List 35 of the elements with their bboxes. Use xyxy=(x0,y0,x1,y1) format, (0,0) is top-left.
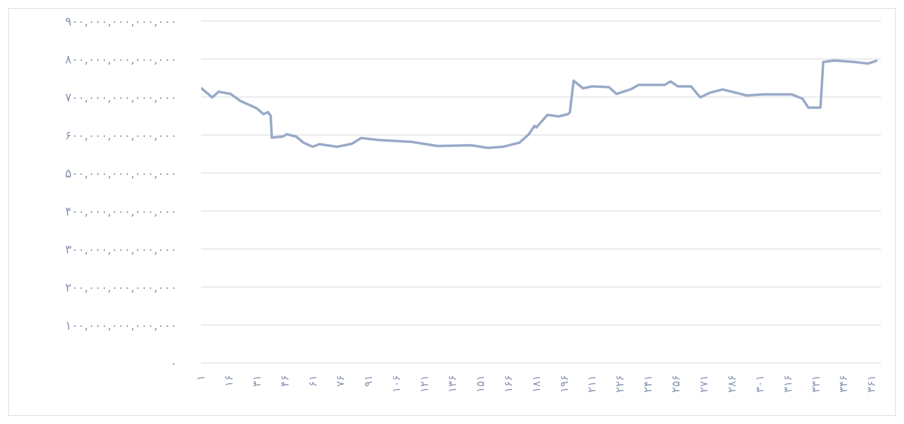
x-tick-label: ۱۸۱ xyxy=(530,375,543,393)
x-tick-label: ۹۱ xyxy=(362,375,376,387)
x-tick-label: ۲۸۶ xyxy=(725,375,738,393)
x-tick-label: ۳۳۱ xyxy=(809,375,822,393)
y-tick-label: ۰ xyxy=(170,356,177,370)
x-tick-label: ۶۱ xyxy=(306,375,320,387)
x-tick-label: ۲۵۶ xyxy=(670,375,683,393)
y-tick-label: ۳۰۰,۰۰۰,۰۰۰,۰۰۰,۰۰۰ xyxy=(65,242,177,256)
x-tick-label: ۲۷۱ xyxy=(698,375,711,393)
x-tick-label: ۱۹۶ xyxy=(558,375,571,393)
y-tick-label: ۴۰۰,۰۰۰,۰۰۰,۰۰۰,۰۰۰ xyxy=(65,204,177,218)
x-tick-label: ۱۲۱ xyxy=(418,375,432,393)
y-tick-label: ۹۰۰,۰۰۰,۰۰۰,۰۰۰,۰۰۰ xyxy=(65,14,177,28)
x-tick-label: ۱۵۱ xyxy=(474,375,487,393)
x-tick-label: ۳۰۱ xyxy=(753,375,766,393)
x-tick-label: ۱۰۶ xyxy=(390,375,404,393)
y-tick-label: ۷۰۰,۰۰۰,۰۰۰,۰۰۰,۰۰۰ xyxy=(65,90,177,104)
x-tick-label: ۳۶۱ xyxy=(865,375,878,393)
x-tick-label: ۱۳۶ xyxy=(446,375,460,393)
y-tick-label: ۸۰۰,۰۰۰,۰۰۰,۰۰۰,۰۰۰ xyxy=(65,52,177,66)
y-tick-label: ۵۰۰,۰۰۰,۰۰۰,۰۰۰,۰۰۰ xyxy=(65,166,177,180)
x-tick-label: ۷۶ xyxy=(334,375,348,387)
x-tick-label: ۲۲۶ xyxy=(614,375,627,393)
y-tick-label: ۲۰۰,۰۰۰,۰۰۰,۰۰۰,۰۰۰ xyxy=(65,280,177,294)
y-tick-label: ۱۰۰,۰۰۰,۰۰۰,۰۰۰,۰۰۰ xyxy=(65,318,177,332)
x-tick-label: ۱ xyxy=(194,375,208,381)
x-tick-label: ۲۱۱ xyxy=(586,375,599,393)
x-tick-label: ۲۴۱ xyxy=(642,375,655,393)
x-tick-label: ۳۱۶ xyxy=(781,375,794,393)
x-tick-label: ۱۶۶ xyxy=(502,375,515,393)
x-tick-label: ۳۴۶ xyxy=(837,375,850,393)
x-tick-label: ۴۶ xyxy=(278,375,292,387)
x-tick-label: ۱۶ xyxy=(222,375,236,387)
y-tick-label: ۶۰۰,۰۰۰,۰۰۰,۰۰۰,۰۰۰ xyxy=(65,128,177,142)
x-tick-label: ۳۱ xyxy=(250,375,264,387)
